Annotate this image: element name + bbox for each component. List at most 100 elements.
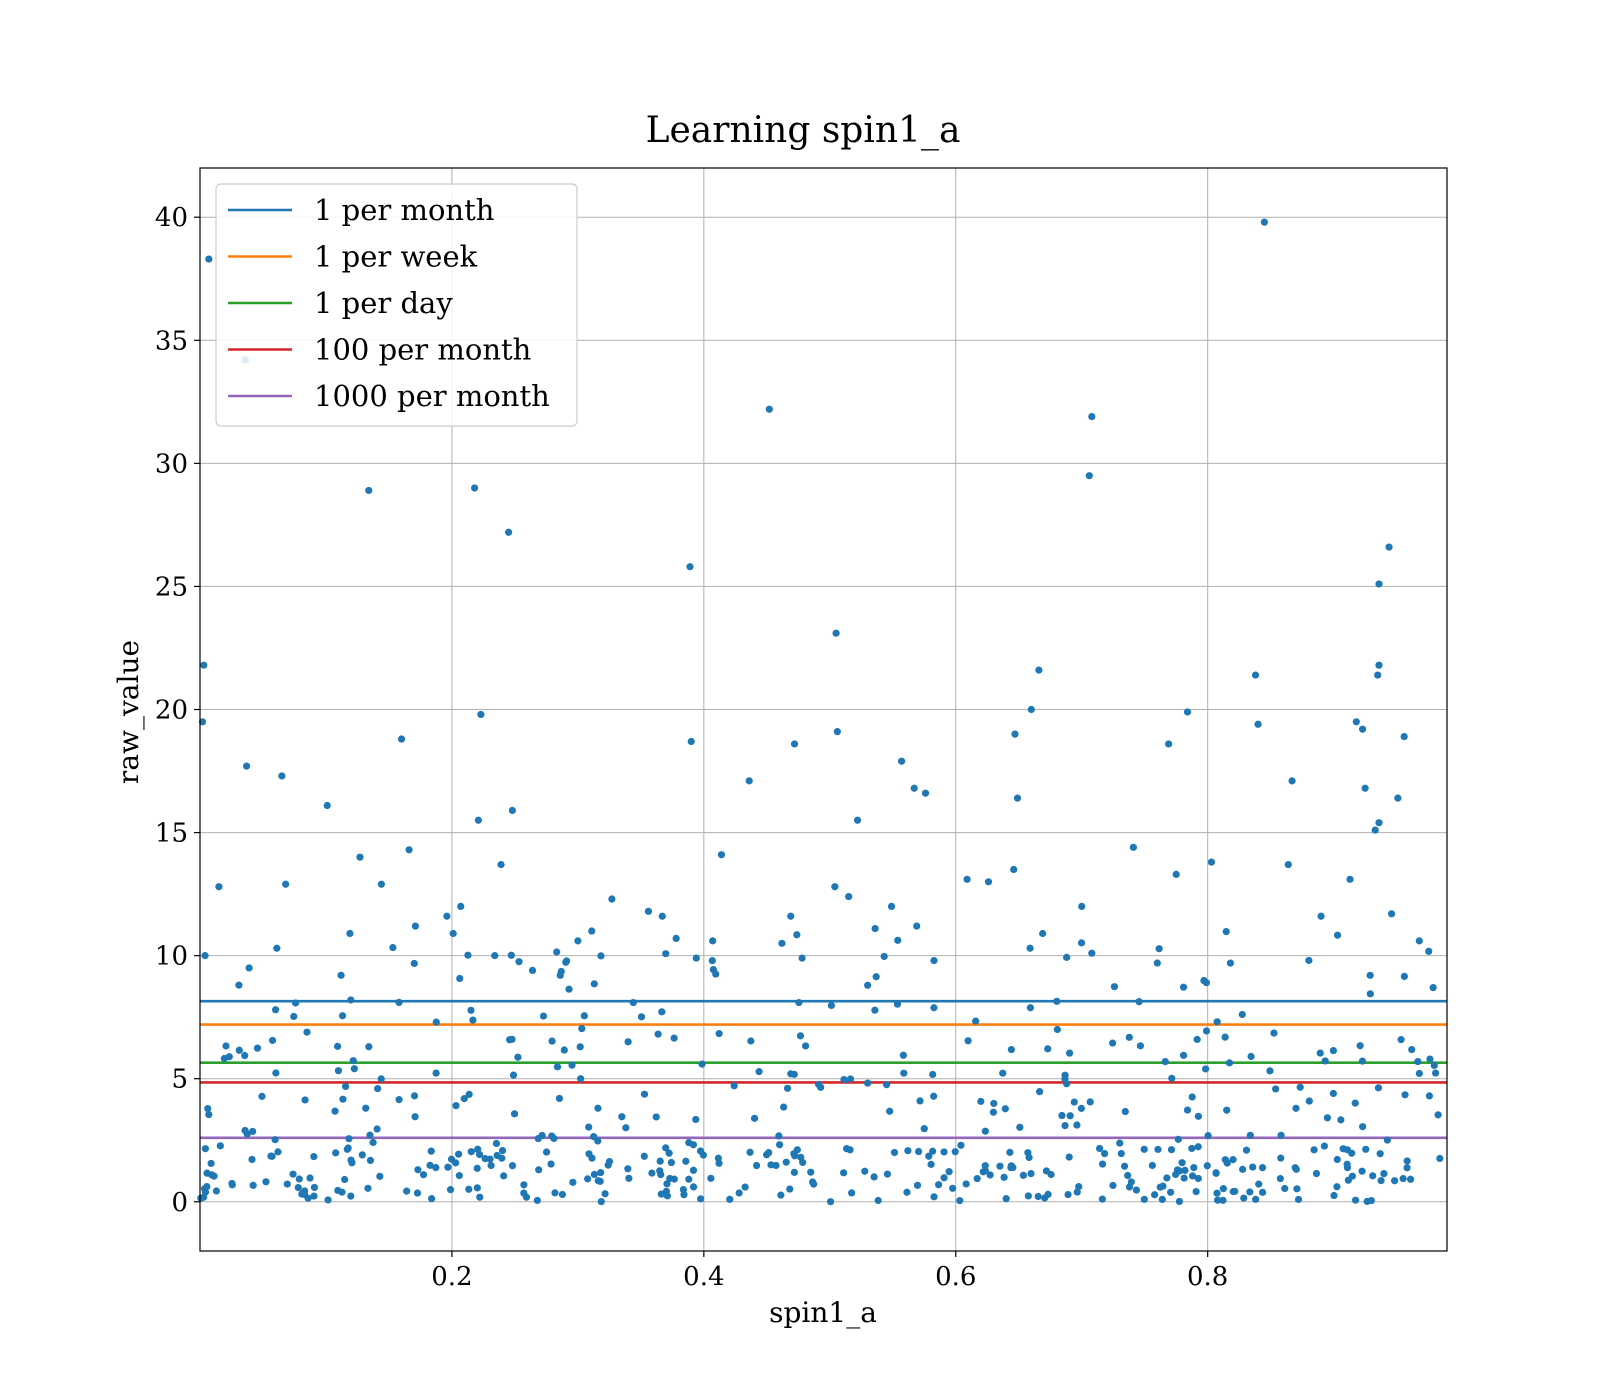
- data-point: [1188, 1172, 1197, 1180]
- data-point: [1096, 1144, 1104, 1153]
- data-point: [1434, 1111, 1442, 1119]
- data-point: [833, 728, 841, 736]
- data-point: [1065, 1153, 1073, 1161]
- data-point: [204, 1104, 212, 1113]
- data-point: [1163, 1174, 1171, 1182]
- data-point: [872, 973, 880, 981]
- data-point: [1058, 1111, 1066, 1120]
- data-point: [535, 1166, 543, 1174]
- data-point: [945, 1168, 953, 1176]
- data-point: [864, 981, 872, 989]
- data-point: [374, 1084, 382, 1093]
- data-point: [522, 1193, 531, 1201]
- data-point: [832, 629, 840, 637]
- data-point: [793, 931, 801, 939]
- data-point: [241, 1126, 249, 1135]
- data-point: [1348, 1149, 1356, 1157]
- data-point: [913, 1181, 922, 1189]
- data-point: [1293, 1185, 1301, 1193]
- data-point: [205, 255, 213, 263]
- data-point: [467, 1148, 475, 1156]
- data-point: [637, 1013, 646, 1021]
- data-point: [667, 1158, 675, 1167]
- data-point: [551, 1189, 559, 1197]
- data-point: [1173, 1166, 1182, 1174]
- data-point: [1339, 1145, 1347, 1153]
- data-point: [272, 1069, 280, 1077]
- data-point: [1238, 1010, 1246, 1019]
- data-point: [1214, 1196, 1222, 1204]
- data-point: [1136, 1042, 1145, 1050]
- data-point: [1188, 1093, 1196, 1101]
- data-point: [1380, 1170, 1388, 1178]
- data-point: [403, 1187, 411, 1195]
- data-point: [672, 934, 680, 943]
- data-point: [278, 772, 286, 780]
- data-point: [1323, 1114, 1332, 1122]
- data-point: [605, 1157, 614, 1166]
- data-point: [1088, 412, 1096, 421]
- data-point: [692, 1115, 700, 1124]
- data-point: [940, 1174, 948, 1182]
- data-point: [1258, 1164, 1267, 1172]
- data-point: [1125, 1033, 1133, 1041]
- data-point: [201, 952, 209, 960]
- data-point: [1321, 1057, 1329, 1065]
- data-point: [505, 528, 513, 536]
- data-point: [1310, 1146, 1318, 1154]
- data-point: [1016, 1123, 1024, 1131]
- axis-ticks: 0.2 0.4 0.6 0.8 0 5 10 15 20 25 30 35 40: [155, 203, 1228, 1292]
- data-point: [464, 951, 472, 959]
- data-point: [783, 1084, 792, 1092]
- data-point: [1406, 1175, 1415, 1183]
- data-point: [853, 816, 862, 824]
- data-point: [271, 1136, 279, 1144]
- data-point: [1204, 1131, 1212, 1140]
- data-point: [1035, 666, 1043, 674]
- data-point: [1259, 1188, 1267, 1196]
- data-point: [687, 737, 695, 746]
- data-point: [594, 1104, 602, 1112]
- data-point: [574, 937, 582, 945]
- y-tick-label: 35: [155, 326, 188, 356]
- data-point: [597, 952, 605, 960]
- data-point: [534, 1134, 542, 1143]
- data-point: [290, 1012, 298, 1021]
- data-point: [1312, 1169, 1321, 1178]
- data-point: [652, 1113, 660, 1121]
- data-point: [558, 1190, 567, 1199]
- data-point: [1408, 1045, 1416, 1054]
- data-point: [198, 718, 207, 726]
- data-point: [846, 1075, 855, 1083]
- data-point: [1415, 937, 1423, 945]
- data-point: [913, 922, 921, 930]
- data-point: [654, 1030, 662, 1038]
- data-point: [1288, 777, 1296, 785]
- data-point: [1001, 1105, 1009, 1113]
- data-point: [1061, 1075, 1069, 1083]
- data-point: [508, 1162, 517, 1170]
- y-tick-label: 20: [155, 696, 188, 726]
- data-point: [981, 1166, 989, 1175]
- data-point: [910, 784, 918, 792]
- data-point: [1194, 1174, 1202, 1183]
- data-point: [618, 1113, 626, 1121]
- data-point: [780, 1103, 788, 1111]
- data-point: [1180, 1174, 1188, 1182]
- data-point: [349, 1057, 357, 1065]
- data-point: [899, 1051, 907, 1059]
- data-point: [1088, 949, 1096, 957]
- data-point: [452, 1102, 460, 1110]
- data-point: [414, 1166, 422, 1174]
- data-point: [366, 1131, 374, 1139]
- data-point: [670, 1034, 678, 1042]
- x-tick-label: 0.4: [683, 1262, 724, 1292]
- data-point: [709, 937, 717, 945]
- data-point: [747, 1037, 755, 1045]
- data-point: [584, 1175, 592, 1183]
- data-point: [1222, 928, 1230, 936]
- data-point: [640, 1090, 649, 1098]
- data-point: [455, 1171, 463, 1180]
- data-point: [608, 895, 616, 903]
- data-point: [1366, 971, 1374, 979]
